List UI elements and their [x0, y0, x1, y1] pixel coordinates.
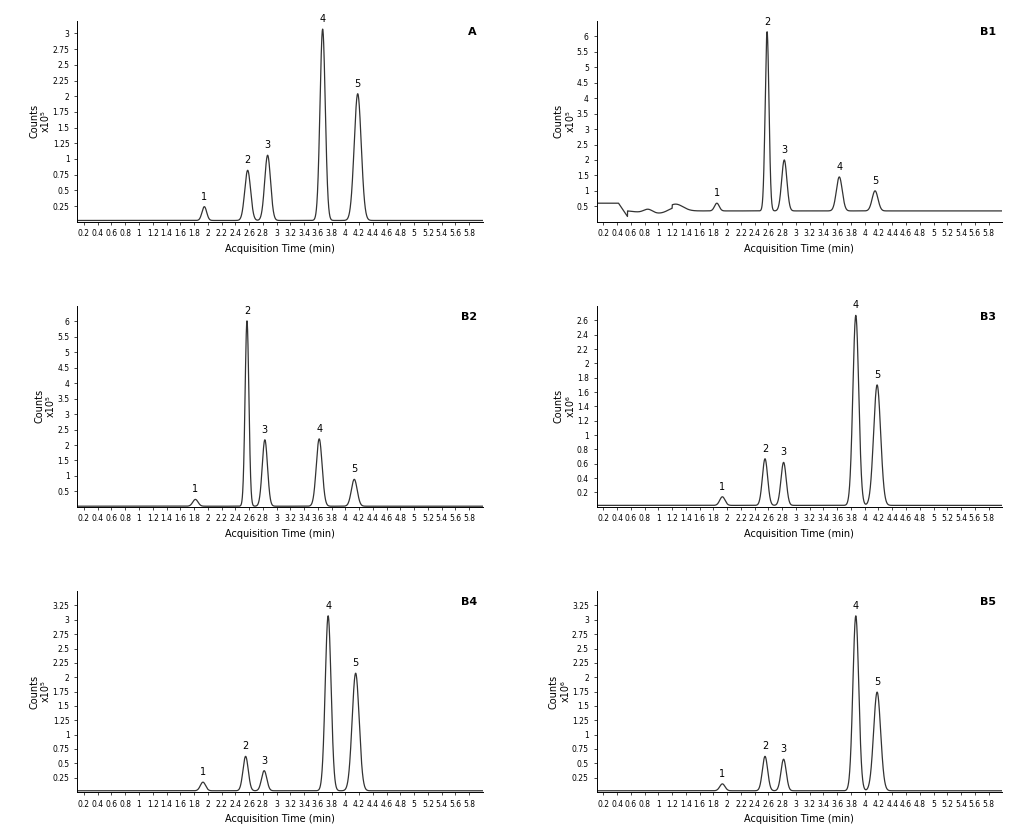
Text: 5: 5 [872, 176, 878, 186]
Y-axis label: Counts
x10⁵: Counts x10⁵ [554, 104, 576, 138]
Y-axis label: Counts
x10⁵: Counts x10⁵ [34, 390, 56, 423]
Text: 4: 4 [853, 601, 858, 611]
Text: 1: 1 [192, 484, 198, 494]
Text: 3: 3 [264, 140, 270, 150]
Text: 1: 1 [199, 767, 206, 777]
Text: 5: 5 [352, 464, 358, 474]
Text: B1: B1 [980, 27, 996, 37]
Text: 2: 2 [762, 742, 768, 752]
Text: 4: 4 [853, 300, 858, 310]
Y-axis label: Counts
x10⁶: Counts x10⁶ [549, 675, 571, 709]
Text: 4: 4 [325, 601, 331, 611]
Text: 2: 2 [243, 742, 249, 752]
Text: B3: B3 [981, 312, 996, 322]
Text: 3: 3 [262, 425, 268, 435]
X-axis label: Acquisition Time (min): Acquisition Time (min) [225, 814, 335, 824]
X-axis label: Acquisition Time (min): Acquisition Time (min) [225, 244, 335, 254]
X-axis label: Acquisition Time (min): Acquisition Time (min) [744, 529, 854, 539]
Text: 4: 4 [317, 424, 322, 434]
Y-axis label: Counts
x10⁵: Counts x10⁵ [30, 675, 51, 709]
Text: 1: 1 [713, 189, 720, 198]
Text: 1: 1 [720, 482, 726, 492]
X-axis label: Acquisition Time (min): Acquisition Time (min) [225, 529, 335, 539]
Text: 5: 5 [353, 658, 359, 668]
Text: 5: 5 [355, 79, 361, 89]
Text: 4: 4 [320, 14, 326, 24]
Text: B4: B4 [461, 597, 477, 608]
Text: 2: 2 [245, 155, 251, 165]
Text: 3: 3 [261, 756, 267, 766]
Text: 4: 4 [836, 162, 842, 172]
Text: 1: 1 [720, 768, 726, 779]
Text: 3: 3 [781, 145, 787, 155]
Text: 2: 2 [764, 17, 770, 27]
Text: 3: 3 [780, 744, 786, 754]
Y-axis label: Counts
x10⁶: Counts x10⁶ [554, 390, 576, 423]
Text: 5: 5 [874, 370, 880, 380]
Text: 3: 3 [780, 447, 786, 458]
Text: 2: 2 [762, 444, 768, 453]
Text: 2: 2 [244, 306, 250, 316]
Text: A: A [468, 27, 477, 37]
X-axis label: Acquisition Time (min): Acquisition Time (min) [744, 244, 854, 254]
Text: B5: B5 [981, 597, 996, 608]
Y-axis label: Counts
x10⁵: Counts x10⁵ [30, 104, 51, 138]
Text: 1: 1 [201, 192, 208, 202]
X-axis label: Acquisition Time (min): Acquisition Time (min) [744, 814, 854, 824]
Text: B2: B2 [461, 312, 477, 322]
Text: 5: 5 [874, 677, 880, 687]
